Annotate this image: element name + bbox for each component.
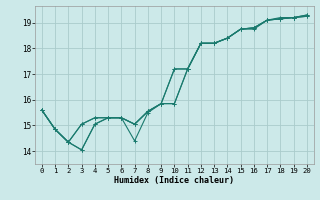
X-axis label: Humidex (Indice chaleur): Humidex (Indice chaleur)	[115, 176, 235, 185]
